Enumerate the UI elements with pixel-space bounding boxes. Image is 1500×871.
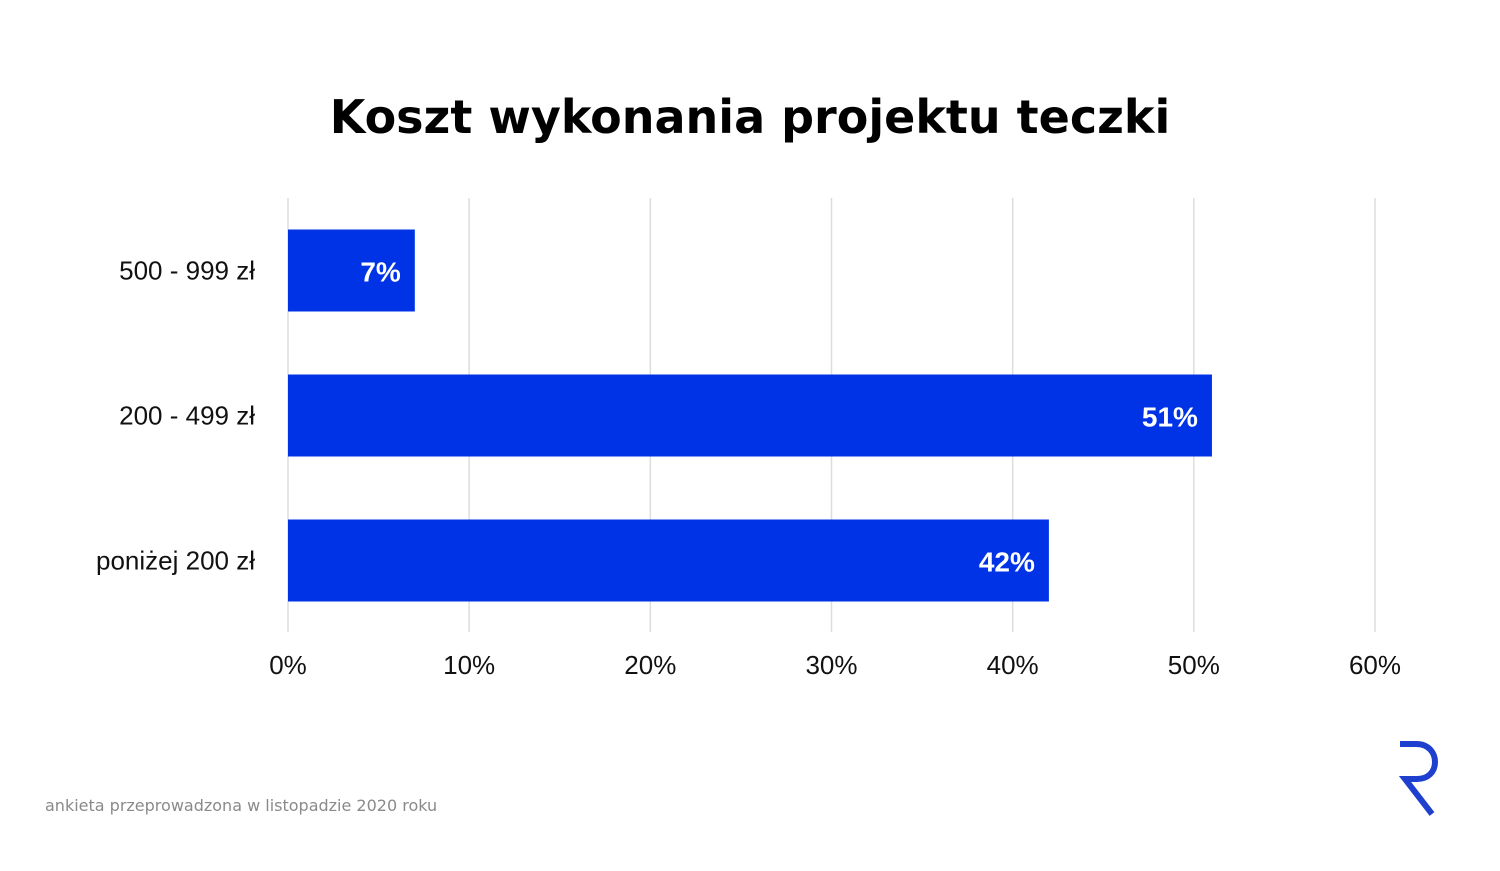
category-label: 500 - 999 zł	[119, 256, 255, 286]
r-logo-icon	[1398, 741, 1439, 816]
category-label: poniżej 200 zł	[96, 546, 255, 576]
value-label: 7%	[360, 257, 401, 288]
value-labels: 7% 51% 42%	[360, 257, 1198, 578]
category-label: 200 - 499 zł	[119, 401, 255, 431]
x-tick-label: 20%	[624, 650, 676, 680]
bar	[288, 374, 1212, 457]
category-labels: 500 - 999 zł 200 - 499 zł poniżej 200 zł	[96, 256, 255, 576]
bar-chart: 0% 10% 20% 30% 40% 50% 60% 500 - 999 zł 200 - 4…	[96, 198, 1401, 680]
value-label: 51%	[1142, 402, 1198, 433]
bar	[288, 229, 415, 312]
value-label: 42%	[979, 547, 1035, 578]
x-tick-label: 60%	[1349, 650, 1401, 680]
x-tick-label: 50%	[1168, 650, 1220, 680]
bars	[288, 229, 1212, 602]
chart-title: Koszt wykonania projektu teczki	[329, 90, 1171, 144]
x-tick-label: 40%	[987, 650, 1039, 680]
x-tick-label: 30%	[805, 650, 857, 680]
x-tick-label: 10%	[443, 650, 495, 680]
survey-note: ankieta przeprowadzona w listopadzie 202…	[45, 796, 438, 815]
x-axis-ticks: 0% 10% 20% 30% 40% 50% 60%	[269, 650, 1401, 680]
x-tick-label: 0%	[269, 650, 307, 680]
bar	[288, 519, 1049, 602]
